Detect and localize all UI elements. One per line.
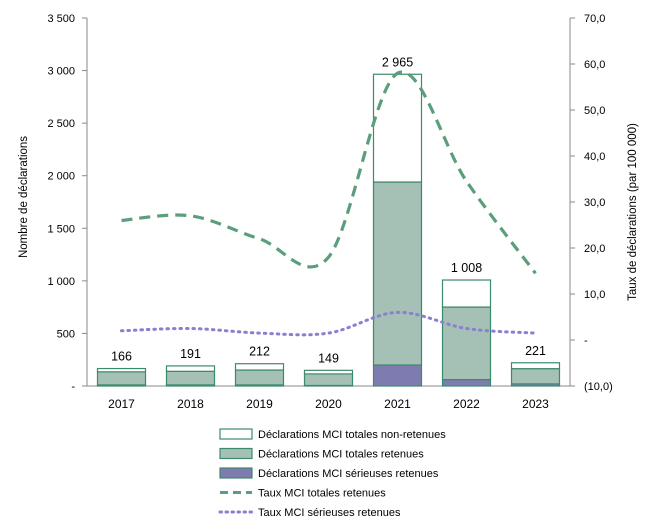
- y2-tick-label: 70,0: [584, 13, 605, 25]
- bar-segment: [234, 363, 285, 371]
- bar-segment: [303, 373, 354, 387]
- x-tick-label: 2017: [108, 397, 135, 411]
- y2-axis-title: Taux de déclarations (par 100 000): [627, 123, 639, 301]
- y2-tick-label: 10,0: [584, 289, 605, 301]
- y-axis-title: Nombre de déclarations: [18, 136, 30, 258]
- bar-segment: [372, 73, 423, 183]
- bar-total-label: 221: [525, 344, 546, 358]
- legend-swatch: [219, 467, 253, 479]
- bars-layer: [96, 73, 561, 387]
- x-tick-label: 2022: [453, 397, 480, 411]
- legend-entry-label: Taux MCI totales retenues: [258, 488, 386, 500]
- y2-tick-label: 60,0: [584, 59, 605, 71]
- bar-segment: [441, 378, 492, 387]
- x-tick-label: 2023: [522, 397, 549, 411]
- y2-tick-label: 50,0: [584, 105, 605, 117]
- y-tick-label: 2 500: [47, 118, 75, 130]
- x-tick-label: 2020: [315, 397, 342, 411]
- bar-segment: [303, 369, 354, 375]
- y2-tick-label: -: [584, 335, 588, 347]
- lines-layer: [120, 70, 537, 337]
- x-tick-label: 2021: [384, 397, 411, 411]
- line-series-taux-serieuses: [120, 310, 537, 337]
- y2-tick-label: 30,0: [584, 197, 605, 209]
- legend-entry-label: Déclarations MCI sérieuses retenues: [258, 468, 439, 480]
- y-tick-label: 1 500: [47, 223, 75, 235]
- y-tick-label: 3 500: [47, 13, 75, 25]
- bar-total-label: 1 008: [451, 261, 482, 275]
- bar-segment: [441, 279, 492, 308]
- bar-segment: [372, 181, 423, 366]
- bar-segment: [441, 306, 492, 381]
- bar-segment: [234, 369, 285, 386]
- bar-total-label: 2 965: [382, 55, 413, 69]
- y-tick-label: 1 000: [47, 276, 75, 288]
- y-tick-label: 500: [57, 328, 75, 340]
- bar-total-label: 191: [180, 347, 201, 361]
- y2-tick-label: 20,0: [584, 243, 605, 255]
- bar-segment: [96, 367, 147, 373]
- y-tick-label: 2 000: [47, 171, 75, 183]
- bar-segment: [165, 365, 216, 372]
- bar-total-label: 149: [318, 351, 339, 365]
- legend-entry-label: Taux MCI sérieuses retenues: [258, 507, 401, 516]
- bar-segment: [96, 371, 147, 386]
- y2-tick-label: (10,0): [584, 381, 613, 393]
- bar-total-label: 212: [249, 345, 270, 359]
- x-tick-label: 2018: [177, 397, 204, 411]
- legend-swatch: [219, 428, 253, 440]
- bar-segment: [510, 362, 561, 370]
- line-series-taux-totales: [121, 70, 537, 275]
- y2-tick-label: 40,0: [584, 151, 605, 163]
- legend-swatch: [219, 447, 253, 460]
- chart-axes: - 500 1 000 1 500 2 000 2 500 3 000 3 500 (10,0)…: [47, 13, 612, 411]
- bar-segment: [372, 364, 423, 387]
- bar-segment: [165, 370, 216, 386]
- bar-total-label: 166: [111, 350, 132, 364]
- legend-entry-label: Déclarations MCI totales non-retenues: [258, 429, 446, 441]
- x-tick-label: 2019: [246, 397, 273, 411]
- y-tick-label: -: [71, 381, 75, 393]
- y-tick-label: 3 000: [47, 66, 75, 78]
- legend: Déclarations MCI totales non-retenues Déc…: [218, 428, 446, 516]
- labels-layer: 166 191 212 149 2 965 1 008 221: [111, 55, 546, 365]
- bar-segment: [510, 368, 561, 385]
- legend-entry-label: Déclarations MCI totales retenues: [258, 449, 424, 461]
